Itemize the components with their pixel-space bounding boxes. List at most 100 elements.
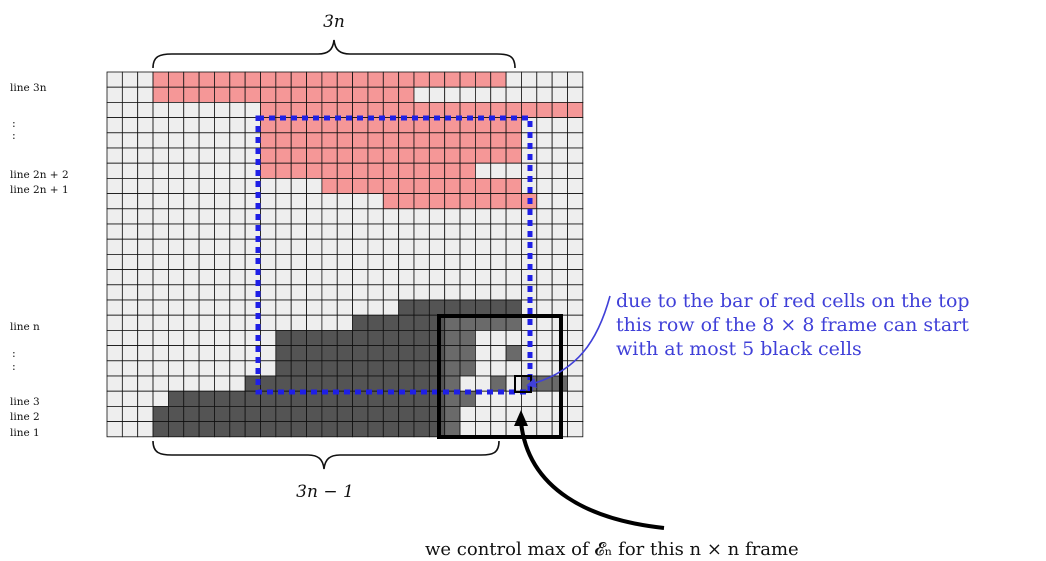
grid-cell (490, 193, 507, 210)
grid-cell (290, 345, 307, 362)
grid-cell (428, 162, 446, 179)
grid-cell (229, 375, 246, 392)
grid-cell (382, 102, 400, 119)
grid-cell (459, 71, 476, 88)
grid-cell (106, 405, 123, 422)
label-line-3: line 3 (10, 396, 40, 408)
grid-cell (413, 314, 430, 331)
grid-cell (137, 162, 154, 179)
grid-cell (183, 421, 200, 438)
grid-cell (229, 345, 246, 362)
grid-cell (290, 299, 307, 316)
grid-cell (413, 238, 430, 255)
grid-cell (444, 162, 461, 179)
grid-cell (367, 193, 384, 210)
grid-cell (536, 360, 553, 377)
grid-cell (121, 421, 139, 438)
grid-cell (121, 117, 139, 134)
grid-cell (260, 177, 277, 194)
grid-cell (505, 162, 522, 179)
grid-cell (183, 208, 200, 225)
grid-cell (229, 299, 246, 316)
grid-cell (536, 299, 553, 316)
grid-cell (352, 177, 369, 194)
grid-cell (382, 329, 400, 346)
grid-cell (152, 223, 169, 240)
grid-cell (536, 193, 553, 210)
grid-cell (321, 421, 338, 438)
grid-cell (275, 421, 292, 438)
grid-cell (214, 162, 231, 179)
grid-cell (167, 329, 185, 346)
grid-cell (367, 102, 384, 119)
grid-cell (567, 314, 584, 331)
grid-cell (398, 86, 415, 103)
grid-cell (444, 284, 461, 301)
annotation-blue-line-1: due to the bar of red cells on the top (616, 290, 970, 312)
grid-cell (106, 253, 123, 270)
grid-cell (474, 421, 492, 438)
grid-cell (367, 345, 384, 362)
grid-cell (490, 102, 507, 119)
grid-cell (183, 405, 200, 422)
grid-cell (306, 177, 323, 194)
grid-cell (336, 86, 354, 103)
grid-cell (459, 102, 476, 119)
grid-cell (260, 375, 277, 392)
grid-cell (260, 345, 277, 362)
grid-cell (536, 223, 553, 240)
grid-cell (198, 102, 215, 119)
grid-cell (398, 375, 415, 392)
grid-cell (321, 345, 338, 362)
grid-cell (459, 147, 476, 164)
grid-cell (398, 360, 415, 377)
grid-cell (382, 314, 400, 331)
grid-cell (428, 223, 446, 240)
grid-cell (229, 253, 246, 270)
grid-cell (121, 162, 139, 179)
grid-cell (275, 132, 292, 149)
grid-cell (567, 162, 584, 179)
grid-cell (459, 208, 476, 225)
grid-cell (567, 102, 584, 119)
grid-cell (490, 208, 507, 225)
grid-cells (106, 71, 584, 438)
grid-cell (367, 329, 384, 346)
grid-cell (398, 253, 415, 270)
grid-cell (137, 71, 154, 88)
grid-cell (183, 314, 200, 331)
grid-cell (244, 421, 261, 438)
grid-cell (413, 193, 430, 210)
grid-cell (167, 360, 185, 377)
grid-cell (121, 238, 139, 255)
grid-cell (106, 147, 123, 164)
grid-cell (474, 132, 492, 149)
grid-cell (551, 193, 568, 210)
grid-cell (106, 132, 123, 149)
grid-cell (428, 177, 446, 194)
grid-cell (152, 375, 169, 392)
grid-cell (214, 421, 231, 438)
grid-cell (474, 360, 492, 377)
dots-bottom-2: : (12, 360, 16, 373)
grid-cell (398, 71, 415, 88)
grid-cell (536, 284, 553, 301)
grid-cell (567, 421, 584, 438)
grid-cell (167, 147, 185, 164)
grid-cell (490, 421, 507, 438)
grid-cell (459, 299, 476, 316)
grid-cell (275, 177, 292, 194)
grid-cell (459, 223, 476, 240)
grid-cell (567, 117, 584, 134)
grid-cell (413, 208, 430, 225)
grid-cell (521, 71, 538, 88)
grid-cell (536, 269, 553, 286)
grid-cell (567, 177, 584, 194)
grid-cell (121, 284, 139, 301)
blue-arrow (526, 295, 611, 388)
grid-cell (275, 345, 292, 362)
grid-cell (260, 238, 277, 255)
grid-cell (413, 360, 430, 377)
grid-cell (459, 86, 476, 103)
grid-cell (121, 71, 139, 88)
